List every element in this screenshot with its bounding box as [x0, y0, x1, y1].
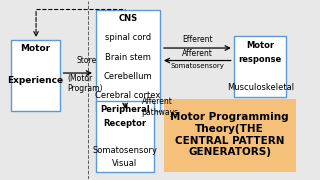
- FancyBboxPatch shape: [96, 101, 154, 172]
- Text: Musculoskeletal: Musculoskeletal: [227, 83, 294, 92]
- Text: Motor Programming: Motor Programming: [170, 112, 289, 122]
- Text: Experience: Experience: [7, 76, 63, 85]
- Text: Visual: Visual: [112, 159, 138, 168]
- Text: Afferent
pathways: Afferent pathways: [141, 97, 179, 117]
- Text: CNS: CNS: [118, 14, 138, 23]
- Text: Receptor: Receptor: [103, 119, 147, 128]
- Text: Theory(THE: Theory(THE: [195, 124, 264, 134]
- Text: Efferent: Efferent: [182, 35, 212, 44]
- Text: Peripheral: Peripheral: [100, 105, 150, 114]
- FancyBboxPatch shape: [234, 36, 286, 97]
- Text: CENTRAL PATTERN: CENTRAL PATTERN: [175, 136, 284, 146]
- FancyBboxPatch shape: [96, 10, 160, 111]
- Text: GENERATORS): GENERATORS): [188, 147, 271, 157]
- Text: Store: Store: [76, 56, 97, 65]
- FancyBboxPatch shape: [164, 99, 296, 172]
- FancyBboxPatch shape: [11, 40, 60, 111]
- Text: Cerebral cortex: Cerebral cortex: [95, 91, 161, 100]
- Text: Somatosensory: Somatosensory: [92, 146, 157, 155]
- Text: (Motor
Program): (Motor Program): [68, 74, 103, 93]
- Text: Motor: Motor: [246, 41, 274, 50]
- Text: spinal cord: spinal cord: [105, 33, 151, 42]
- Text: Brain stem: Brain stem: [105, 53, 151, 62]
- Text: Motor: Motor: [20, 44, 50, 53]
- Text: Somatosensory: Somatosensory: [170, 63, 224, 69]
- Text: response: response: [239, 55, 282, 64]
- Text: Afferent: Afferent: [182, 49, 212, 58]
- Text: Cerebellum: Cerebellum: [104, 72, 152, 81]
